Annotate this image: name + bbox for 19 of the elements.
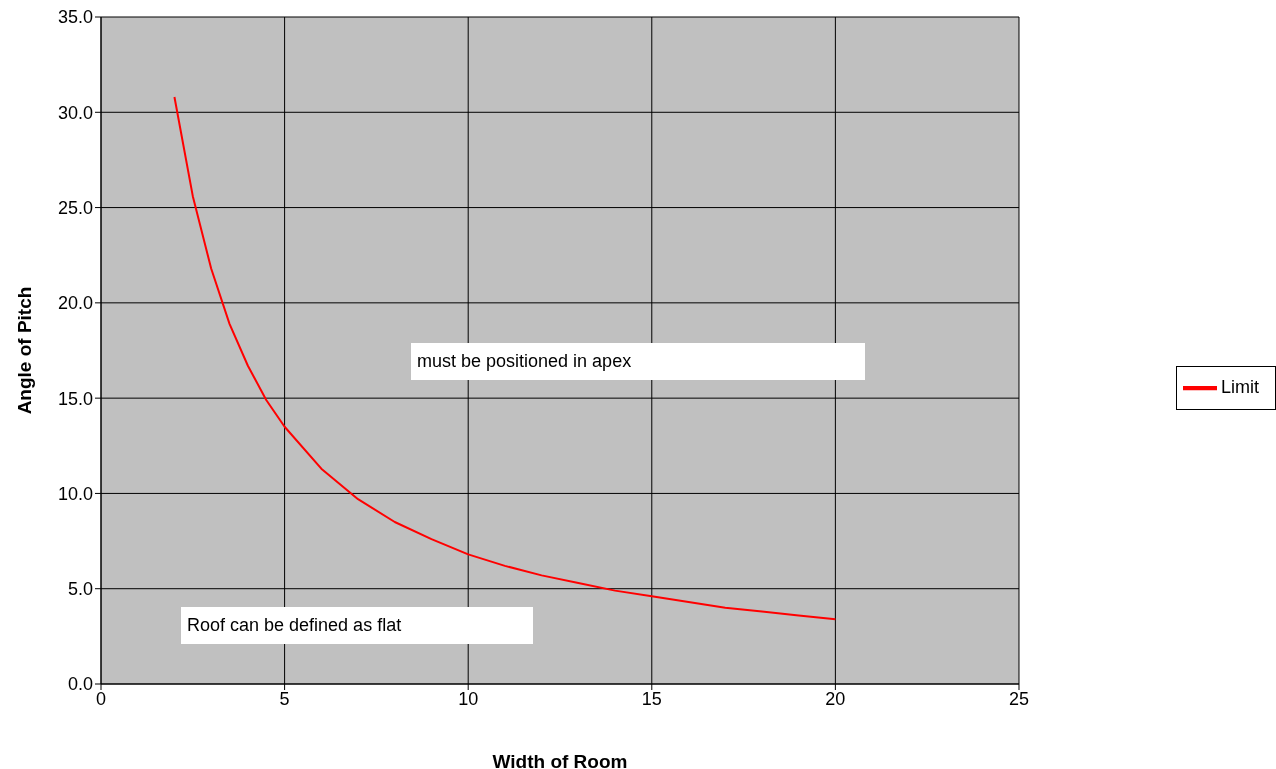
y-tick-label: 25.0 [57,197,93,218]
y-tick-label: 35.0 [57,7,93,28]
y-tick-label: 10.0 [57,483,93,504]
y-tick-label: 5.0 [67,579,93,600]
note-box: must be positioned in apex [411,343,865,380]
x-tick-label: 10 [458,688,479,709]
x-axis-title: Width of Room [492,751,628,769]
x-tick-label: 25 [1008,688,1029,709]
x-tick-label: 15 [641,688,662,709]
y-tick-label: 15.0 [57,388,93,409]
y-axis-title: Angle of Pitch [13,286,35,415]
y-tick-label: 20.0 [57,293,93,314]
y-tick-label: 30.0 [57,102,93,123]
note-box: Roof can be defined as flat [181,607,533,644]
x-tick-label: 0 [95,688,107,709]
y-tick-label: 0.0 [67,674,93,695]
x-tick-label: 5 [279,688,290,709]
legend-label: Limit [1220,376,1259,397]
x-tick-label: 20 [825,688,846,709]
